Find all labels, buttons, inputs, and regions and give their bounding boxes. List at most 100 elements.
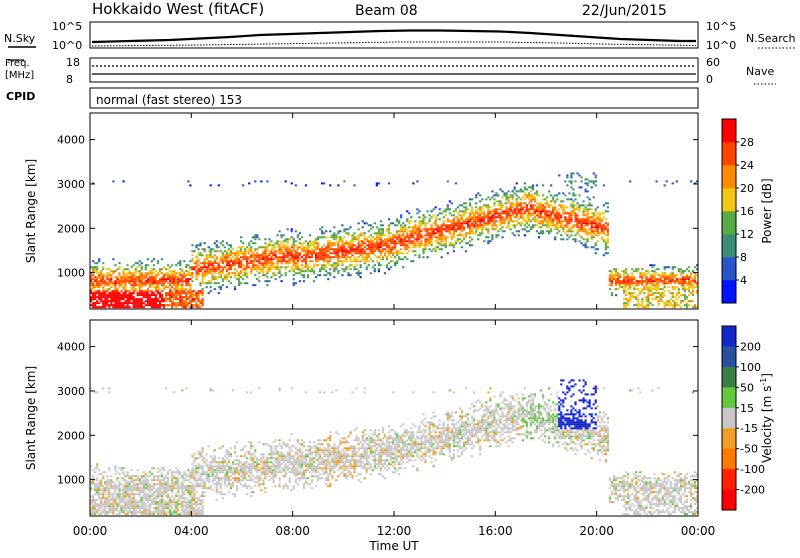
range-gate-cell <box>270 250 272 252</box>
range-gate-cell <box>392 238 394 240</box>
range-gate-cell <box>534 224 536 226</box>
range-gate-cell <box>439 228 441 230</box>
range-gate-cell <box>297 260 299 262</box>
range-gate-cell <box>400 224 402 226</box>
range-gate-cell <box>264 262 266 264</box>
range-gate-cell <box>171 304 173 306</box>
range-gate-cell <box>323 258 325 260</box>
range-gate-cell <box>382 240 384 242</box>
range-gate-cell <box>402 258 404 260</box>
range-gate-cell <box>266 260 268 262</box>
range-gate-cell <box>147 493 149 495</box>
range-gate-cell <box>116 280 118 282</box>
range-gate-cell <box>258 246 260 248</box>
range-gate-cell <box>157 467 159 469</box>
range-gate-cell <box>368 240 370 242</box>
range-gate-cell <box>384 242 386 244</box>
range-gate-cell <box>157 280 159 282</box>
range-gate-cell <box>580 186 582 188</box>
range-gate-cell <box>497 194 499 196</box>
range-gate-cell <box>208 262 210 264</box>
range-gate-cell <box>159 268 161 270</box>
range-gate-cell <box>96 463 98 465</box>
range-gate-cell <box>400 226 402 228</box>
range-gate-cell <box>503 192 505 194</box>
range-gate-cell <box>481 216 483 218</box>
range-gate-cell <box>272 254 274 256</box>
range-gate-cell <box>360 260 362 262</box>
range-gate-cell <box>540 214 542 216</box>
range-gate-cell <box>131 493 133 495</box>
range-gate-cell <box>278 276 280 278</box>
range-gate-cell <box>623 278 625 280</box>
range-gate-cell <box>285 180 287 182</box>
range-gate-cell <box>276 250 278 252</box>
range-gate-cell <box>120 493 122 495</box>
range-gate-cell <box>100 300 102 302</box>
range-gate-cell <box>556 198 558 200</box>
range-gate-cell <box>173 280 175 282</box>
range-gate-cell <box>467 242 469 244</box>
range-gate-cell <box>439 230 441 232</box>
range-gate-cell <box>199 290 201 292</box>
range-gate-cell <box>591 238 593 240</box>
range-gate-cell <box>159 296 161 298</box>
range-gate-cell <box>353 266 355 268</box>
range-gate-cell <box>491 190 493 192</box>
range-gate-cell <box>327 262 329 264</box>
range-gate-cell <box>199 242 201 244</box>
freq-tick-bottom: 8 <box>66 73 73 86</box>
range-gate-cell <box>276 266 278 268</box>
range-gate-cell <box>232 256 234 258</box>
range-gate-cell <box>291 246 293 248</box>
range-gate-cell <box>554 216 556 218</box>
range-gate-cell <box>266 180 268 182</box>
range-gate-cell <box>191 272 193 274</box>
range-gate-cell <box>651 278 653 280</box>
range-gate-cell <box>366 256 368 258</box>
range-gate-cell <box>157 304 159 306</box>
range-gate-cell <box>159 493 161 495</box>
range-gate-cell <box>384 272 386 274</box>
range-gate-cell <box>627 284 629 286</box>
range-gate-cell <box>254 268 256 270</box>
range-gate-cell <box>191 495 193 497</box>
range-gate-cell <box>303 274 305 276</box>
range-gate-cell <box>317 260 319 262</box>
range-gate-cell <box>605 242 607 244</box>
range-gate-cell <box>325 266 327 268</box>
range-gate-cell <box>226 278 228 280</box>
range-gate-cell <box>609 284 611 286</box>
range-gate-cell <box>528 216 530 218</box>
range-gate-cell <box>548 230 550 232</box>
range-gate-cell <box>455 210 457 212</box>
range-gate-cell <box>145 304 147 306</box>
range-gate-cell <box>161 282 163 284</box>
range-gate-cell <box>319 258 321 260</box>
range-gate-cell <box>333 256 335 258</box>
range-gate-cell <box>647 288 649 290</box>
range-gate-cell <box>274 252 276 254</box>
range-gate-cell <box>206 459 208 461</box>
range-gate-cell <box>347 266 349 268</box>
range-gate-cell <box>311 244 313 246</box>
range-gate-cell <box>167 483 169 485</box>
range-gate-cell <box>402 240 404 242</box>
range-gate-cell <box>137 505 139 507</box>
range-gate-cell <box>151 503 153 505</box>
range-gate-cell <box>220 242 222 244</box>
range-gate-cell <box>124 294 126 296</box>
range-gate-cell <box>126 505 128 507</box>
range-gate-cell <box>491 234 493 236</box>
range-gate-cell <box>605 218 607 220</box>
range-gate-cell <box>362 220 364 222</box>
range-gate-cell <box>248 182 250 184</box>
range-gate-cell <box>475 196 477 198</box>
range-gate-cell <box>169 280 171 282</box>
range-gate-cell <box>552 212 554 214</box>
range-gate-cell <box>102 292 104 294</box>
range-gate-cell <box>465 232 467 234</box>
range-gate-cell <box>100 511 102 513</box>
range-gate-cell <box>216 258 218 260</box>
range-gate-cell <box>145 487 147 489</box>
